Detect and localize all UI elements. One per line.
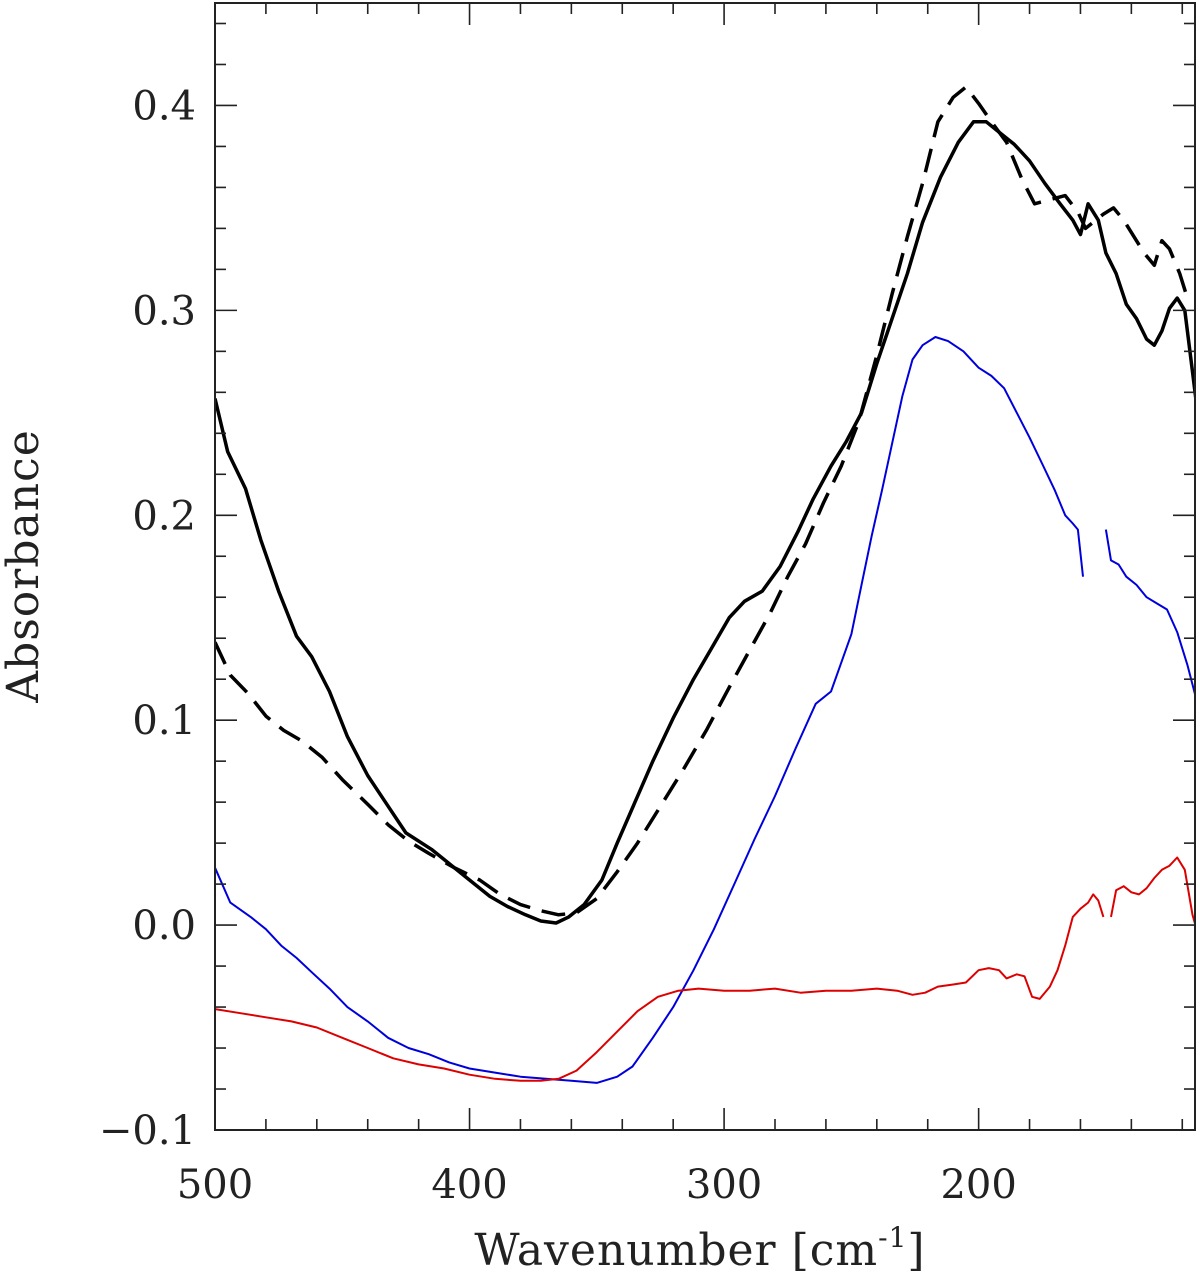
y-tick-label-5: 0.4 — [132, 83, 196, 129]
data-series-group — [215, 85, 1195, 1084]
x-axis-title-text: Wavenumber [cm — [474, 1225, 878, 1276]
y-axis: −0.1 0.0 0.1 0.2 0.3 0.4 — [99, 22, 1195, 1154]
x-axis-title-suffix: ] — [907, 1225, 925, 1276]
y-tick-label-1: 0.0 — [132, 903, 196, 949]
x-axis: 500 400 300 200 — [177, 3, 1184, 1208]
y-axis-title: Absorbance — [0, 429, 49, 703]
x-axis-title: Wavenumber [cm-1] — [474, 1221, 925, 1276]
series-1-segment-0-line — [215, 85, 1190, 917]
x-tick-label-300: 300 — [686, 1162, 762, 1208]
series-3-segment-1-line — [1110, 856, 1195, 928]
x-tick-label-200: 200 — [940, 1162, 1016, 1208]
series-2-segment-0-line — [215, 336, 1084, 1084]
y-tick-label-4: 0.3 — [132, 288, 196, 334]
y-tick-label-3: 0.2 — [132, 493, 196, 539]
plot-frame — [214, 2, 1196, 1131]
x-axis-title-superscript: -1 — [878, 1221, 907, 1254]
y-tick-label-2: 0.1 — [132, 698, 196, 744]
x-tick-label-500: 500 — [177, 1162, 253, 1208]
series-2-segment-1-line — [1104, 529, 1195, 699]
series-0-segment-0-line — [215, 120, 1195, 925]
y-tick-label-0: −0.1 — [99, 1108, 196, 1154]
series-3-segment-0-line — [215, 893, 1105, 1082]
x-tick-label-400: 400 — [431, 1162, 507, 1208]
